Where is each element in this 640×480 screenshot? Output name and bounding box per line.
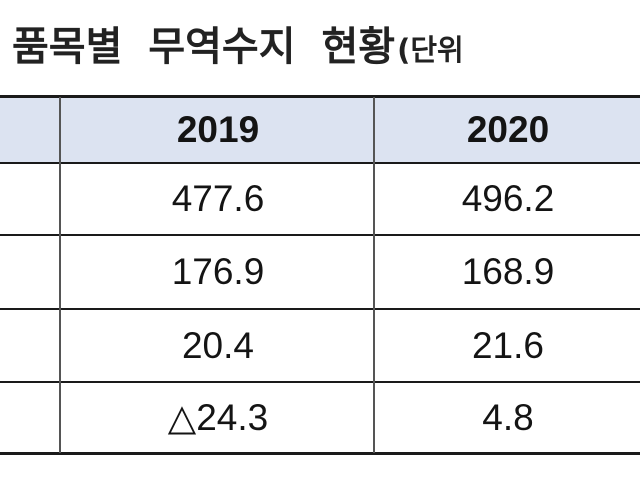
table-row-divider: [0, 308, 640, 310]
table-cell: 21.6: [471, 324, 544, 366]
table-cell: 168.9: [461, 251, 555, 292]
table-title-main: 품목별 무역수지 현황: [12, 24, 396, 70]
table-cell: △24.3: [167, 397, 269, 438]
header-year-2020: 2020: [466, 109, 550, 150]
table-row-divider: [0, 234, 640, 236]
table-cell: 20.4: [181, 324, 254, 366]
table-top-border: [0, 95, 640, 98]
table-title: 품목별 무역수지 현황(단위: [12, 12, 464, 82]
table-row-divider: [0, 381, 640, 383]
table-column-divider: [373, 97, 375, 453]
table-cell: 4.8: [482, 396, 534, 438]
table-header-divider: [0, 162, 640, 164]
table-cell: 496.2: [461, 178, 555, 219]
table-header-background: [0, 97, 640, 163]
header-year-2019: 2019: [176, 109, 260, 150]
table-cell: 176.9: [171, 251, 265, 292]
table-title-unit: (단위: [397, 33, 464, 67]
table-cell: 477.6: [171, 178, 265, 219]
table-bottom-border: [0, 452, 640, 455]
table-column-divider: [59, 97, 61, 453]
